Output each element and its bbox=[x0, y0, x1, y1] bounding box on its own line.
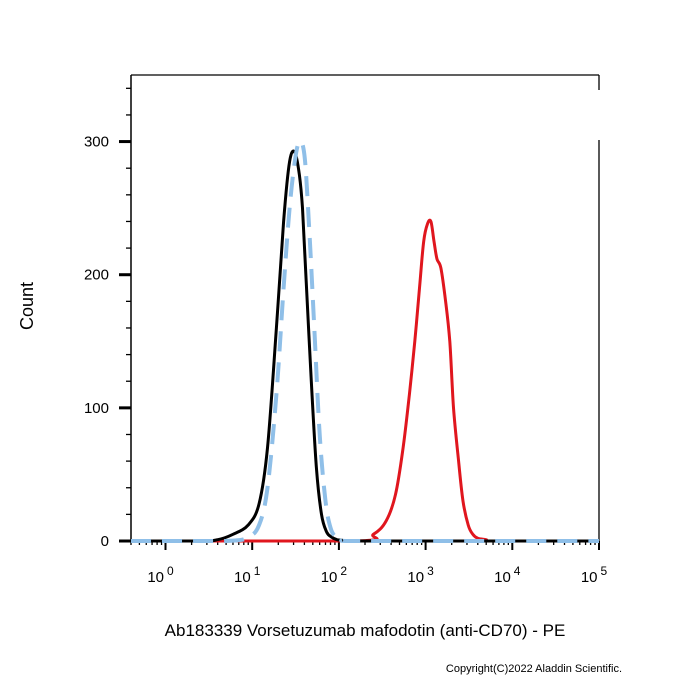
x-tick-label: 10 5 bbox=[581, 564, 608, 586]
x-tick-label: 10 0 bbox=[147, 564, 174, 586]
plot-frame bbox=[131, 74, 600, 541]
y-tick-label: 300 bbox=[84, 134, 109, 151]
y-tick-label: 0 bbox=[101, 533, 109, 550]
x-tick-label: 10 2 bbox=[321, 564, 348, 586]
y-tick-label: 100 bbox=[84, 400, 109, 417]
y-axis-label: Count bbox=[17, 282, 37, 330]
histogram-series-2 bbox=[130, 218, 599, 543]
x-tick-label: 10 3 bbox=[407, 564, 434, 586]
copyright-text: Copyright(C)2022 Aladdin Scientific. bbox=[445, 663, 622, 675]
y-tick-label: 200 bbox=[84, 267, 109, 284]
series-layer bbox=[130, 139, 599, 544]
y-ticks: 0 100 200 300 bbox=[84, 87, 131, 550]
x-axis-label: Ab183339 Vorsetuzumab mafodotin (anti-CD… bbox=[165, 621, 566, 640]
x-tick-label: 10 1 bbox=[234, 564, 261, 586]
x-tick-label: 10 4 bbox=[494, 564, 521, 586]
